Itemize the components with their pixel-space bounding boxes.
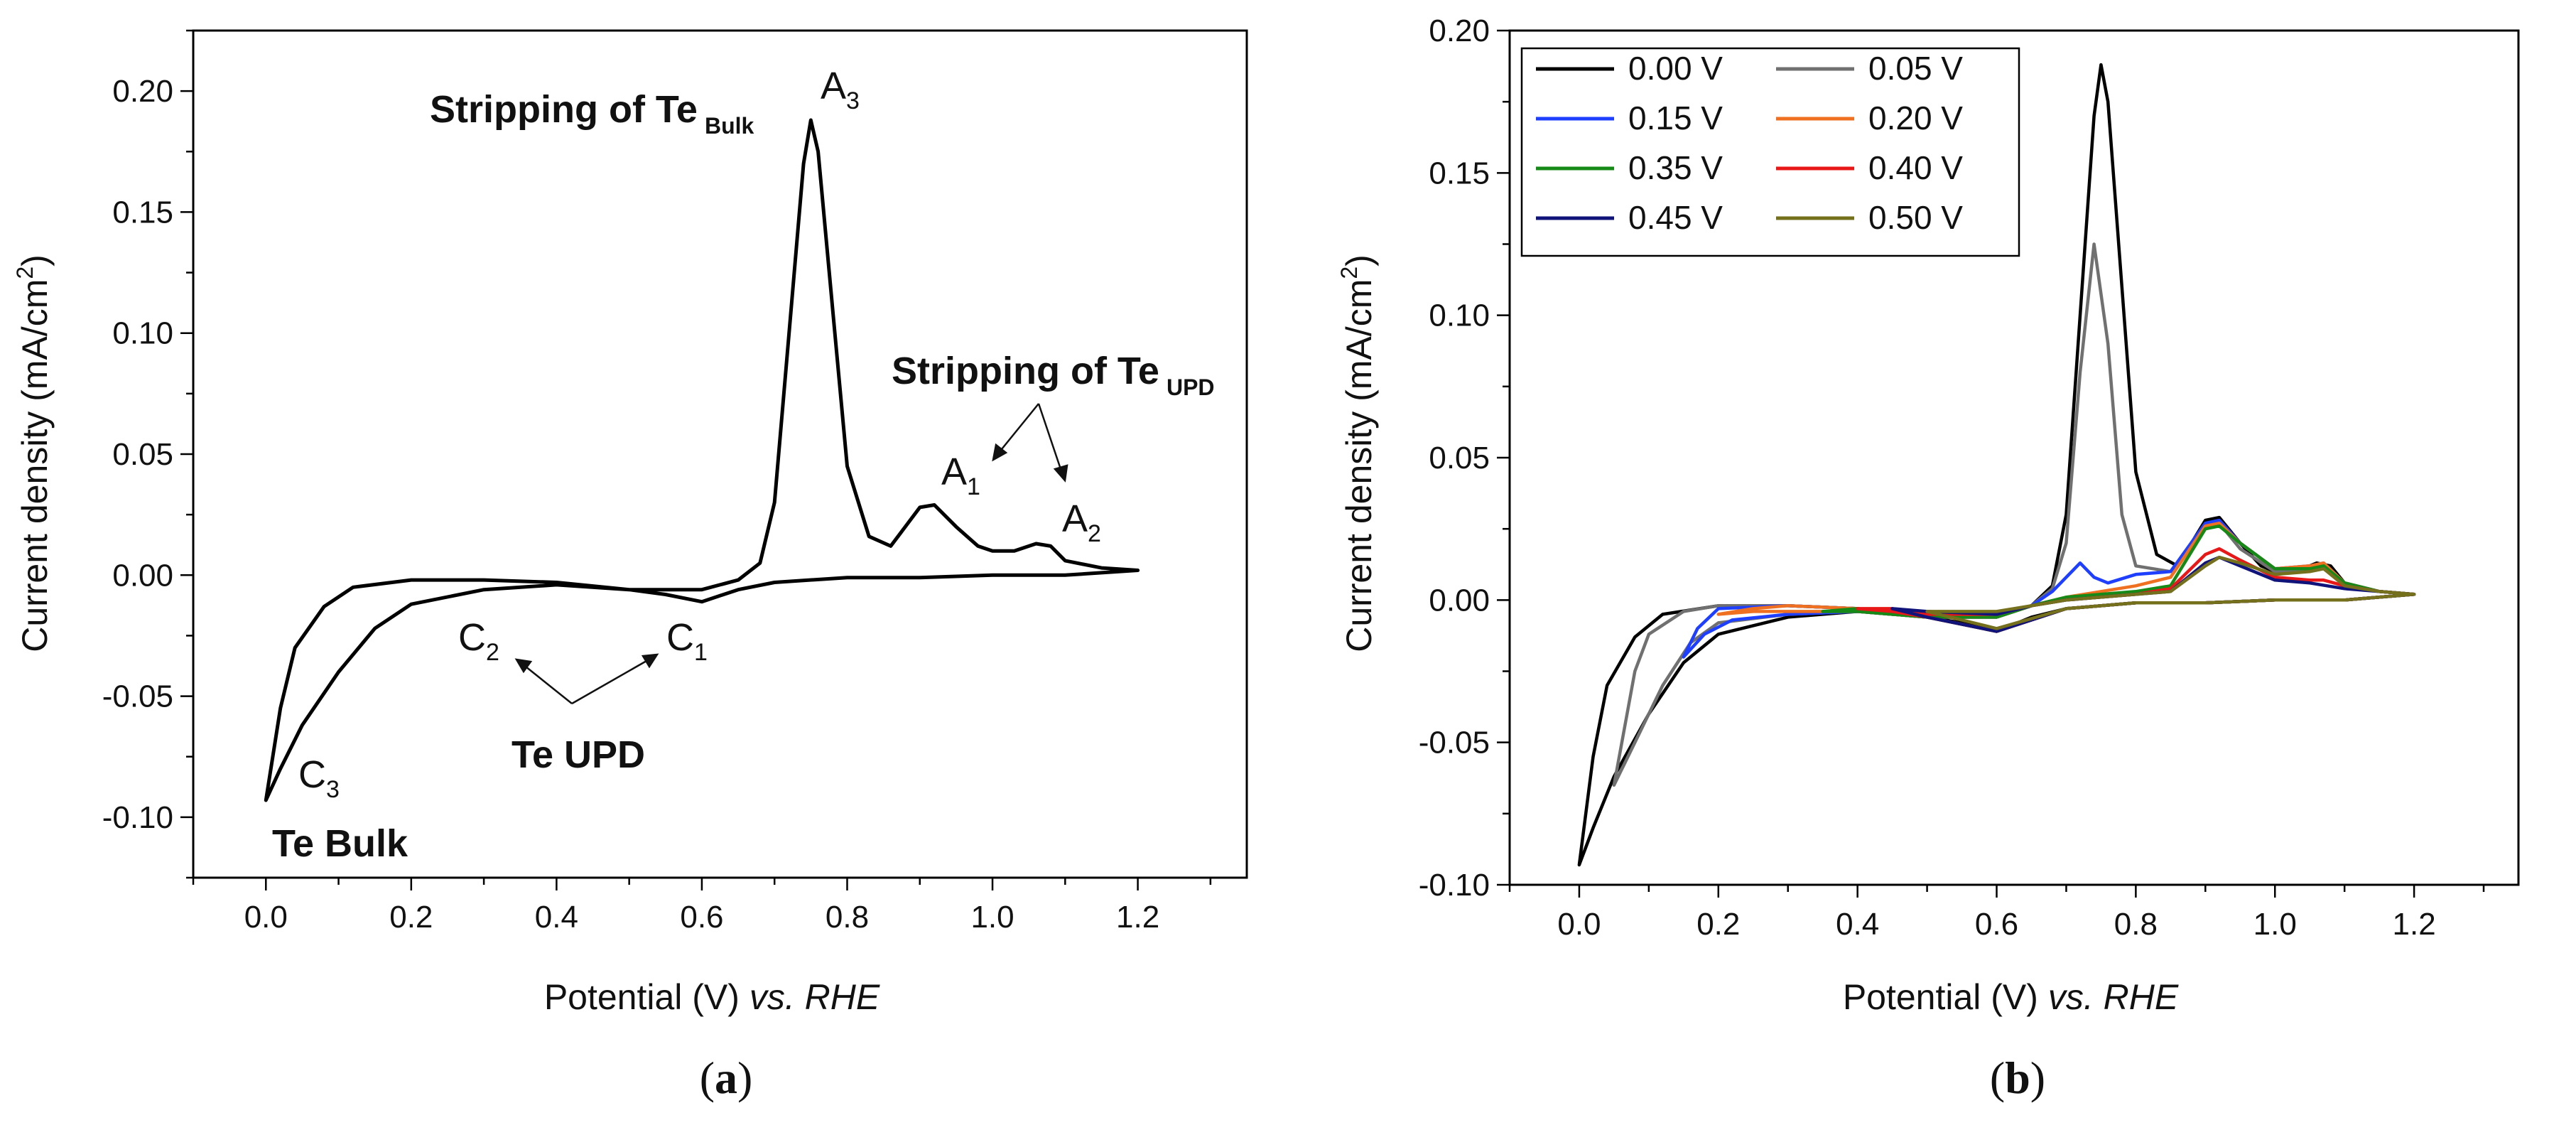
b-ytick-label: 0.15 <box>1429 156 1490 190</box>
a-ytick-label: 0.15 <box>112 195 173 230</box>
legend-label: 0.50 V <box>1868 199 1963 236</box>
a-label-c2: C2 <box>458 616 499 666</box>
arrow-upd-c1 <box>571 660 647 705</box>
a-label-strip-upd: Stripping of Te UPD <box>892 350 1215 400</box>
plot-frame-a <box>192 29 1248 879</box>
a-xtick-label: 0.0 <box>244 900 288 935</box>
legend-item: 0.15 V <box>1536 99 1723 136</box>
arrowhead-upd-c2 <box>514 658 533 674</box>
a-ytick-label: 0.10 <box>112 316 173 351</box>
a-xtick-label: 0.2 <box>389 900 433 935</box>
b-series-line-005V <box>1612 242 2416 787</box>
b-xtick-label: 0.2 <box>1696 907 1740 942</box>
a-label-c1: C1 <box>666 616 708 666</box>
legend-label: 0.40 V <box>1868 149 1963 186</box>
arrowhead-upd-a2 <box>1053 464 1068 483</box>
a-ytick-label: -0.10 <box>102 800 173 835</box>
a-ticks: 0.0 0.2 0.4 0.6 0.8 1.0 1.2 -0.10 -0.05 0.00 0.05 0… <box>102 29 1212 935</box>
b-panel-caption: (b) <box>1990 1053 2045 1103</box>
a-ytick-label: -0.05 <box>102 679 173 714</box>
b-xtick-label: 0.0 <box>1557 907 1601 942</box>
legend-item: 0.35 V <box>1536 149 1723 186</box>
a-label-te-upd: Te UPD <box>512 733 645 776</box>
legend-item: 0.20 V <box>1776 99 1963 136</box>
b-xtick-label: 1.2 <box>2393 907 2436 942</box>
b-ytick-label: 0.05 <box>1429 441 1490 475</box>
a-xtick-label: 0.6 <box>680 900 723 935</box>
a-series <box>264 118 1140 802</box>
b-xtick-label: 0.6 <box>1975 907 2018 942</box>
a-xaxis-title: Potential (V) vs. RHE <box>544 977 880 1017</box>
b-xtick-label: 0.8 <box>2114 907 2158 942</box>
legend-label: 0.20 V <box>1868 99 1963 136</box>
a-ytick-label: 0.05 <box>112 437 173 472</box>
arrowhead-upd-a1 <box>992 443 1008 462</box>
legend-label: 0.00 V <box>1628 50 1723 87</box>
a-label-te-bulk: Te Bulk <box>272 822 408 865</box>
panel-b: 0.0 0.2 0.4 0.6 0.8 1.0 1.2 -0.10 -0.05 0.00 0.05 0… <box>1336 14 2520 1103</box>
legend-label: 0.15 V <box>1628 99 1723 136</box>
b-ytick-label: 0.00 <box>1429 583 1490 618</box>
panel-a: 0.0 0.2 0.4 0.6 0.8 1.0 1.2 -0.10 -0.05 0.00 0.05 0… <box>12 29 1248 1103</box>
b-xtick-label: 1.0 <box>2253 907 2297 942</box>
b-ytick-label: -0.10 <box>1419 868 1490 903</box>
a-label-a3: A3 <box>821 65 860 114</box>
a-xtick-label: 1.2 <box>1116 900 1159 935</box>
b-legend: 0.00 V 0.05 V 0.15 V 0.20 V 0.35 V 0.40 V 0.45… <box>1520 47 2020 257</box>
legend-item: 0.05 V <box>1776 50 1963 87</box>
b-ytick-label: 0.10 <box>1429 298 1490 333</box>
legend-item: 0.50 V <box>1776 199 1963 236</box>
b-ticks: 0.0 0.2 0.4 0.6 0.8 1.0 1.2 -0.10 -0.05 0.00 0.05 0… <box>1419 14 2485 942</box>
legend-label: 0.35 V <box>1628 149 1723 186</box>
arrow-upd-c2 <box>525 666 573 704</box>
a-arrows <box>514 403 1068 705</box>
a-xtick-label: 1.0 <box>970 900 1014 935</box>
a-ytick-label: 0.20 <box>112 74 173 109</box>
a-yaxis-title: Current density (mA/cm2) <box>12 254 55 652</box>
b-yaxis-title: Current density (mA/cm2) <box>1336 254 1379 652</box>
b-xaxis-title: Potential (V) vs. RHE <box>1843 977 2179 1017</box>
b-ytick-label: 0.20 <box>1429 14 1490 48</box>
b-series <box>1577 63 2416 867</box>
legend-label: 0.05 V <box>1868 50 1963 87</box>
a-label-strip-bulk: Stripping of Te Bulk <box>430 88 754 139</box>
a-label-a2: A2 <box>1062 497 1101 547</box>
a-series-line-CV <box>264 118 1140 802</box>
legend-items: 0.00 V 0.05 V 0.15 V 0.20 V 0.35 V 0.40 V 0.45… <box>1536 50 1963 236</box>
legend-item: 0.45 V <box>1536 199 1723 236</box>
a-xtick-label: 0.4 <box>535 900 578 935</box>
b-series-line-050V <box>1925 555 2416 630</box>
legend-item: 0.40 V <box>1776 149 1963 186</box>
a-panel-caption: (a) <box>700 1053 753 1103</box>
b-xtick-label: 0.4 <box>1836 907 1879 942</box>
a-label-c3: C3 <box>298 753 340 803</box>
arrow-upd-a1 <box>1001 403 1039 450</box>
legend-box <box>1520 47 2020 257</box>
b-ytick-label: -0.05 <box>1419 726 1490 760</box>
a-label-a1: A1 <box>941 451 980 500</box>
arrow-upd-a2 <box>1037 403 1062 470</box>
legend-item: 0.00 V <box>1536 50 1723 87</box>
arrowhead-upd-c1 <box>641 653 659 669</box>
a-xtick-label: 0.8 <box>826 900 869 935</box>
a-ytick-label: 0.00 <box>112 558 173 593</box>
legend-label: 0.45 V <box>1628 199 1723 236</box>
